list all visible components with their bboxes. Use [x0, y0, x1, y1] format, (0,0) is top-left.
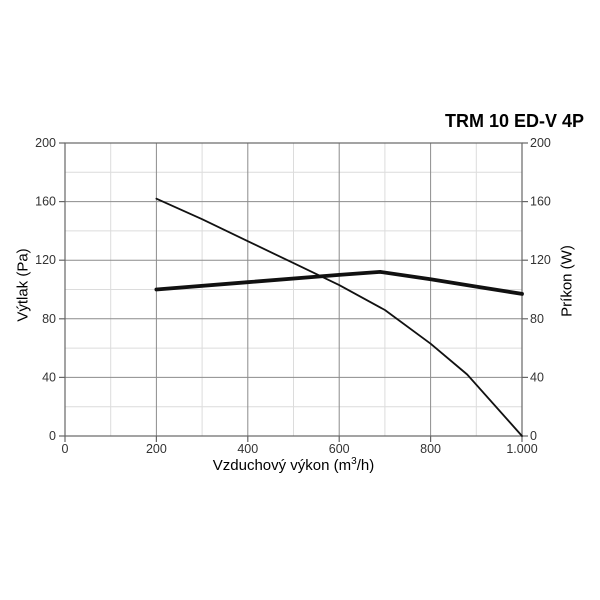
y-tick-label-left: 200 — [35, 136, 56, 150]
y-tick-label-left: 40 — [42, 370, 56, 384]
x-tick-label: 0 — [62, 442, 69, 456]
x-tick-label: 600 — [329, 442, 350, 456]
y-tick-label-left: 0 — [49, 429, 56, 443]
y-tick-label-right: 0 — [530, 429, 537, 443]
x-axis-label-unit: /h) — [356, 457, 375, 474]
x-tick-label: 400 — [237, 442, 258, 456]
y-tick-label-right: 200 — [530, 136, 551, 150]
x-tick-label: 1.000 — [506, 442, 537, 456]
chart-title: TRM 10 ED-V 4P — [444, 111, 584, 131]
y-tick-label-right: 40 — [530, 370, 544, 384]
y-tick-label-left: 120 — [35, 253, 56, 267]
y-tick-label-right: 160 — [530, 195, 551, 209]
series-prikon — [154, 269, 524, 296]
x-axis-label-superscript: 3 — [351, 456, 357, 467]
x-tick-label: 800 — [420, 442, 441, 456]
plot-border — [64, 142, 523, 437]
x-axis-label: Vzduchový výkon (m3/h) — [65, 456, 522, 475]
y-tick-label-left: 160 — [35, 195, 56, 209]
y-axis-label-right: Príkon (W) — [558, 245, 576, 317]
x-axis-label-text: Vzduchový výkon (m — [212, 457, 352, 474]
y-tick-label-left: 80 — [42, 312, 56, 326]
y-tick-label-right: 80 — [530, 312, 544, 326]
y-axis-label-left: Výtlak (Pa) — [14, 248, 32, 322]
x-tick-label: 200 — [146, 442, 167, 456]
y-tick-label-right: 120 — [530, 253, 551, 267]
series-vytlak — [155, 197, 523, 437]
